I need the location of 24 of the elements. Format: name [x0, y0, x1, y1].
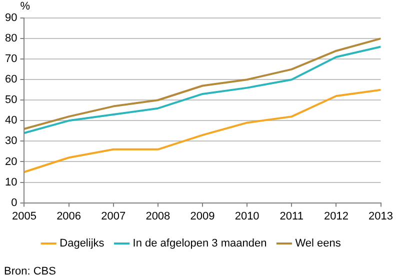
x-tick-label: 2010	[234, 210, 260, 222]
x-tick-label: 2013	[368, 210, 394, 222]
y-tick-label: 30	[4, 135, 18, 148]
y-axis-title: %	[20, 0, 30, 13]
y-tick-label: 50	[4, 94, 18, 106]
x-tick-label: 2005	[12, 210, 36, 222]
x-tick-label: 2008	[146, 210, 170, 222]
y-tick-label: 10	[4, 176, 18, 188]
legend-label: In de afgelopen 3 maanden	[132, 238, 267, 250]
text: Bron: CBS	[4, 266, 56, 278]
y-tick-label: 0	[11, 196, 18, 209]
x-tick-label: 2006	[56, 210, 82, 222]
legend-label: Wel eens	[295, 238, 342, 250]
y-tick-label: 40	[4, 114, 18, 127]
y-tick-label: 70	[4, 53, 18, 66]
y-tick-label: 20	[4, 156, 18, 168]
y-tick-label: 60	[4, 74, 18, 86]
x-tick-label: 2011	[280, 210, 304, 222]
legend-label: Dagelijks	[60, 238, 105, 250]
x-tick-label: 2009	[190, 210, 215, 222]
y-tick-label: 90	[4, 12, 18, 24]
y-tick-label: 80	[4, 32, 18, 45]
x-tick-label: 2012	[324, 210, 348, 222]
x-tick-label: 2007	[101, 210, 126, 222]
